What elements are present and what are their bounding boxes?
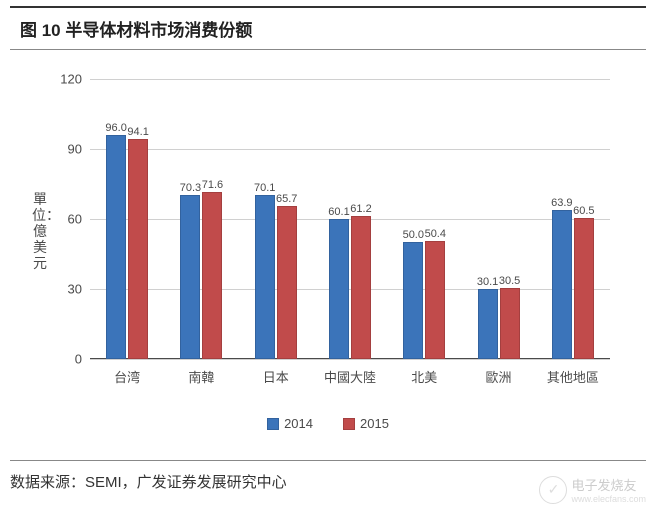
bar-value-label: 94.1 (127, 126, 148, 138)
legend-label: 2015 (360, 416, 389, 431)
bar: 61.2 (351, 216, 371, 359)
bar: 60.1 (329, 219, 349, 359)
bar-value-label: 70.1 (254, 182, 275, 194)
category-label: 南韓 (188, 367, 214, 386)
bar-group: 96.094.1台湾 (90, 79, 164, 359)
figure-title-bar: 图 10 半导体材料市场消费份额 (10, 6, 646, 50)
category-label: 歐洲 (486, 367, 512, 386)
bar-group: 70.371.6南韓 (164, 79, 238, 359)
grid-line (90, 359, 610, 360)
plot-region: 030609012096.094.1台湾70.371.6南韓70.165.7日本… (90, 79, 610, 359)
watermark-main: 电子发烧友 (571, 475, 646, 494)
bar-value-label: 60.5 (573, 205, 594, 217)
watermark: ✓ 电子发烧友 www.elecfans.com (539, 475, 646, 504)
bar: 60.5 (574, 218, 594, 359)
y-tick-label: 30 (68, 282, 90, 297)
bar: 50.0 (403, 242, 423, 359)
bar-value-label: 30.1 (477, 276, 498, 288)
bar-group: 50.050.4北美 (387, 79, 461, 359)
bar: 70.1 (255, 195, 275, 359)
bar-value-label: 50.4 (425, 228, 446, 240)
bar: 50.4 (425, 241, 445, 359)
bar-value-label: 70.3 (180, 182, 201, 194)
bar: 71.6 (202, 192, 222, 359)
figure-title: 图 10 半导体材料市场消费份额 (20, 21, 252, 40)
bar-value-label: 65.7 (276, 193, 297, 205)
bar: 70.3 (180, 195, 200, 359)
category-label: 北美 (411, 367, 437, 386)
category-label: 日本 (263, 367, 289, 386)
bar-value-label: 61.2 (350, 203, 371, 215)
watermark-sub: www.elecfans.com (571, 494, 646, 504)
bar-value-label: 63.9 (551, 197, 572, 209)
bar: 96.0 (106, 135, 126, 359)
category-label: 其他地區 (547, 367, 599, 386)
bar-value-label: 30.5 (499, 275, 520, 287)
source-text: 数据来源：SEMI，广发证券发展研究中心 (10, 474, 287, 491)
bar-group: 70.165.7日本 (239, 79, 313, 359)
y-axis-title: 單位：億美元 (32, 191, 48, 271)
bar: 94.1 (128, 139, 148, 359)
legend: 2014 2015 (30, 416, 626, 431)
category-label: 中國大陸 (324, 367, 376, 386)
bar: 65.7 (277, 206, 297, 359)
bar-value-label: 60.1 (328, 206, 349, 218)
bar-group: 63.960.5其他地區 (536, 79, 610, 359)
bar: 63.9 (552, 210, 572, 359)
legend-label: 2014 (284, 416, 313, 431)
y-tick-label: 0 (75, 352, 90, 367)
y-tick-label: 90 (68, 142, 90, 157)
legend-item: 2015 (343, 416, 389, 431)
y-tick-label: 60 (68, 212, 90, 227)
bar: 30.1 (478, 289, 498, 359)
bar-value-label: 50.0 (403, 229, 424, 241)
chart-area: 單位：億美元 030609012096.094.1台湾70.371.6南韓70.… (30, 61, 626, 441)
legend-item: 2014 (267, 416, 313, 431)
y-tick-label: 120 (60, 72, 90, 87)
category-label: 台湾 (114, 367, 140, 386)
legend-swatch (267, 418, 279, 430)
legend-swatch (343, 418, 355, 430)
bar-value-label: 96.0 (105, 122, 126, 134)
watermark-icon: ✓ (539, 476, 567, 504)
bar-group: 30.130.5歐洲 (461, 79, 535, 359)
bar-group: 60.161.2中國大陸 (313, 79, 387, 359)
bar-value-label: 71.6 (202, 179, 223, 191)
bar: 30.5 (500, 288, 520, 359)
